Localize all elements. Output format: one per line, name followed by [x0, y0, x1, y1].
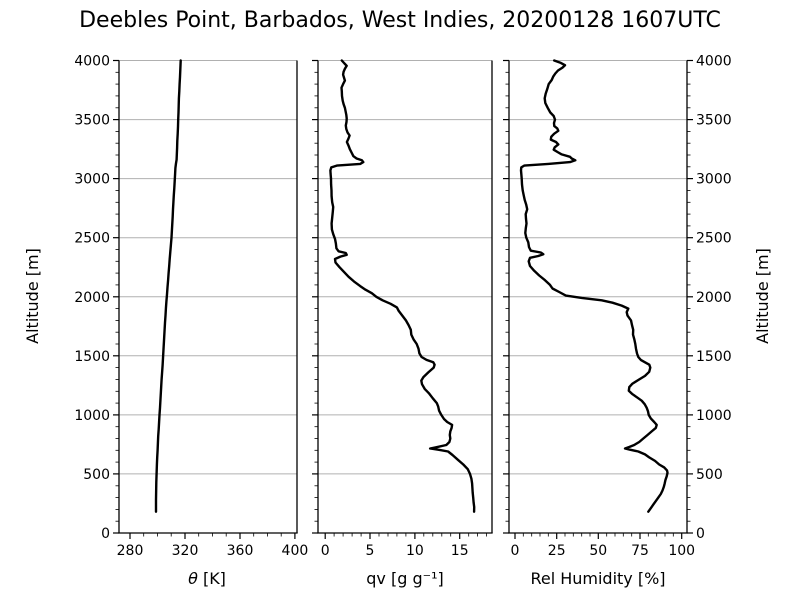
- qv-axis-label: qv [g g⁻¹]: [366, 569, 443, 588]
- altitude-tick-label-right: 1500: [696, 349, 732, 365]
- altitude-tick-label-right: 500: [696, 467, 723, 483]
- figure-title: Deebles Point, Barbados, West Indies, 20…: [79, 8, 721, 33]
- altitude-tick-label-right: 1000: [696, 408, 732, 424]
- altitude-tick-label-left: 2500: [74, 231, 110, 247]
- altitude-tick-label-left: 1500: [74, 349, 110, 365]
- altitude-axis-label-left: Altitude [m]: [23, 248, 42, 344]
- x-tick-label: 100: [668, 543, 695, 559]
- altitude-tick-label-right: 2500: [696, 231, 732, 247]
- panel-rh: 0 25 50 75 100050010001500200025003000350040…: [503, 54, 732, 559]
- theta-profile-line: [154, 59, 182, 513]
- rh-profile-line: [519, 59, 669, 513]
- altitude-tick-label-right: 4000: [696, 54, 732, 70]
- altitude-tick-label-left: 3500: [74, 113, 110, 129]
- chart-panels: 280 320 360 4000500100015002000250030003500…: [74, 54, 731, 560]
- x-tick-label: 400: [282, 543, 309, 559]
- x-tick-label: 25: [548, 543, 566, 559]
- rh-axis-label: Rel Humidity [%]: [530, 569, 665, 588]
- x-tick-label: 320: [172, 543, 199, 559]
- altitude-axis-label-right: Altitude [m]: [753, 248, 772, 344]
- altitude-tick-label-left: 3000: [74, 172, 110, 188]
- altitude-tick-label-right: 0: [696, 526, 705, 542]
- theta-axis-label: θ [K]: [188, 569, 226, 588]
- qv-profile-line: [329, 59, 476, 513]
- x-tick-label: 0: [511, 543, 520, 559]
- altitude-tick-label-right: 3000: [696, 172, 732, 188]
- altitude-tick-label-left: 4000: [74, 54, 110, 70]
- altitude-tick-label-right: 3500: [696, 113, 732, 129]
- x-tick-label: 280: [117, 543, 144, 559]
- altitude-tick-label-left: 2000: [74, 290, 110, 306]
- x-tick-label: 75: [631, 543, 649, 559]
- altitude-tick-label-left: 1000: [74, 408, 110, 424]
- x-tick-label: 50: [589, 543, 607, 559]
- panel-theta: 280 320 360 4000500100015002000250030003500…: [74, 54, 308, 560]
- altitude-tick-label-left: 500: [83, 467, 110, 483]
- altitude-tick-label-left: 0: [101, 526, 110, 542]
- altitude-tick-label-right: 2000: [696, 290, 732, 306]
- x-tick-label: 5: [366, 543, 375, 559]
- panel-qv: 0 5 10 15: [312, 59, 493, 559]
- x-tick-label: 15: [451, 543, 469, 559]
- x-tick-label: 360: [227, 543, 254, 559]
- x-tick-label: 0: [321, 543, 330, 559]
- x-tick-label: 10: [406, 543, 424, 559]
